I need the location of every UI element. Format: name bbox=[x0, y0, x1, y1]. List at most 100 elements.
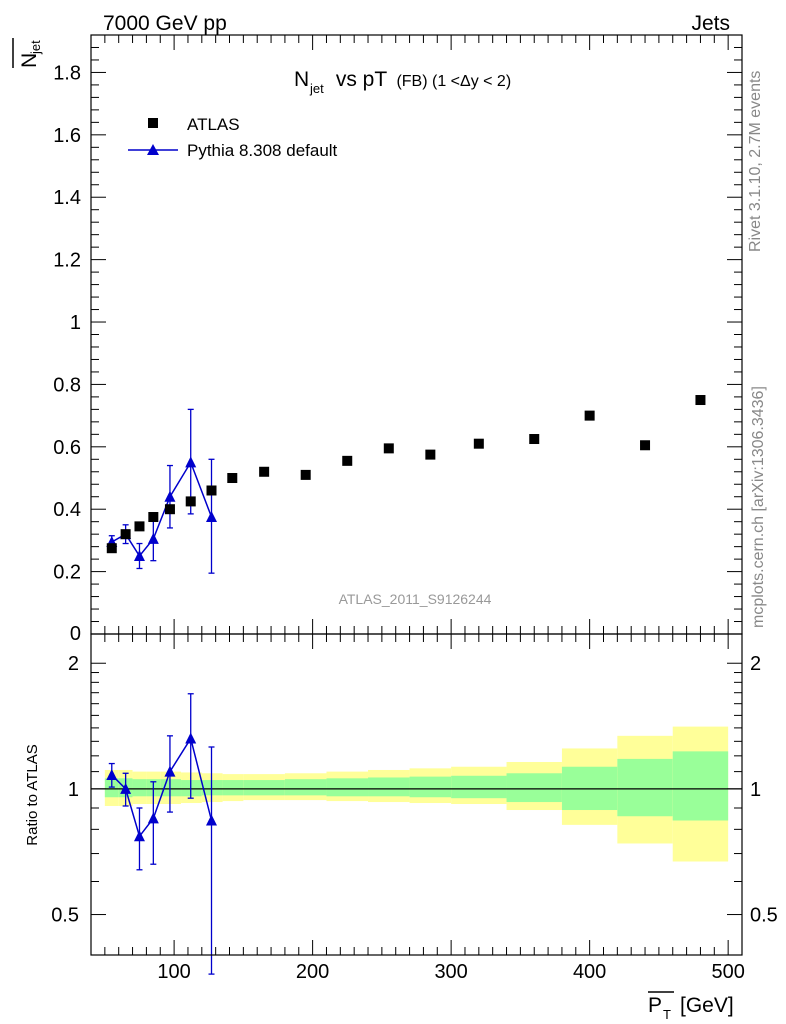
ratio-plot: 0.5 0.5 1 1 2 2 100 200 300 400 500 Ratio to ATLA… bbox=[24, 633, 778, 1022]
ratio-green-band-bin bbox=[451, 775, 507, 799]
main-y-tick-label: 1.4 bbox=[53, 187, 81, 209]
pythia-ratio-point bbox=[185, 732, 197, 744]
atlas-series bbox=[106, 395, 706, 554]
ratio-x-ticks: 100 200 300 400 500 bbox=[104, 634, 745, 983]
atlas-point bbox=[259, 466, 270, 477]
ratio-y-axis-label: Ratio to ATLAS bbox=[24, 744, 41, 845]
atlas-point bbox=[695, 395, 706, 406]
header-left-label: 7000 GeV pp bbox=[103, 12, 227, 35]
atlas-point bbox=[164, 504, 175, 515]
title-sub: jet bbox=[309, 81, 324, 96]
main-y-tick-label-zero: 0 bbox=[70, 623, 81, 645]
ratio-green-band-bin bbox=[617, 758, 673, 817]
header-right-label: Jets bbox=[691, 12, 730, 35]
atlas-point bbox=[300, 469, 311, 480]
ratio-green-band-bin bbox=[284, 779, 327, 796]
rivet-label: Rivet 3.1.10, 2.7M events bbox=[747, 71, 764, 252]
pythia-main-series bbox=[106, 408, 218, 574]
main-y-tick-label: 0.2 bbox=[53, 562, 81, 584]
ratio-uncertainty-bands bbox=[104, 726, 729, 862]
ratio-x-tick-label: 100 bbox=[157, 961, 190, 983]
ratio-y-tick-label-right: 2 bbox=[750, 653, 761, 675]
ratio-green-band-bin bbox=[326, 778, 369, 797]
main-y-tick-label: 0.6 bbox=[53, 437, 81, 459]
title-rest: vs pT bbox=[330, 68, 387, 91]
xlabel-sub: T bbox=[663, 1007, 671, 1022]
ratio-green-band-bin bbox=[181, 780, 202, 797]
pythia-ratio-point bbox=[147, 812, 159, 824]
atlas-point bbox=[148, 512, 159, 523]
ratio-green-band-bin bbox=[104, 778, 119, 798]
pythia-main-point bbox=[185, 456, 197, 468]
main-y-tick-label: 1.6 bbox=[53, 125, 81, 147]
atlas-point bbox=[383, 443, 394, 454]
legend-pythia-label: Pythia 8.308 default bbox=[187, 141, 338, 160]
ratio-green-band-bin bbox=[672, 751, 729, 821]
title-small: (FB) (1 <Δy < 2) bbox=[392, 73, 511, 90]
legend: ATLAS Pythia 8.308 default bbox=[128, 115, 338, 160]
ratio-y-tick-label: 1 bbox=[68, 779, 79, 801]
legend-atlas-label: ATLAS bbox=[187, 115, 240, 134]
ylabel-sub: jet bbox=[28, 40, 43, 55]
main-y-tick-label: 0.8 bbox=[53, 374, 81, 396]
main-plot: 0.2 0.4 0.6 0.8 1 1.2 1.4 1.6 1.8 0 N jet N jet v… bbox=[12, 34, 743, 645]
x-axis-label: P T [GeV] bbox=[648, 991, 734, 1022]
xlabel-unit: [GeV] bbox=[680, 994, 734, 1017]
atlas-point bbox=[425, 449, 436, 460]
atlas-point bbox=[227, 473, 238, 484]
legend-atlas-marker bbox=[148, 118, 158, 128]
ratio-x-tick-label: 400 bbox=[573, 961, 606, 983]
title-main: N bbox=[294, 68, 309, 91]
main-y-tick-label: 1.8 bbox=[53, 62, 81, 84]
ratio-green-band-bin bbox=[201, 780, 223, 796]
pythia-ratio-series bbox=[106, 693, 218, 975]
atlas-point bbox=[473, 438, 484, 449]
ratio-y-tick-label-right: 0.5 bbox=[750, 905, 778, 927]
main-y-ticks: 0.2 0.4 0.6 0.8 1 1.2 1.4 1.6 1.8 0 bbox=[53, 46, 742, 645]
ratio-y-ticks: 0.5 0.5 1 1 2 2 bbox=[51, 653, 778, 926]
pythia-main-point bbox=[164, 490, 176, 502]
legend-pythia-marker bbox=[147, 144, 159, 155]
ratio-green-band-bin bbox=[243, 780, 285, 796]
ratio-x-tick-label: 200 bbox=[296, 961, 329, 983]
ratio-y-tick-label-right: 1 bbox=[750, 779, 761, 801]
ratio-green-band-bin bbox=[409, 776, 452, 798]
pythia-ratio-point bbox=[106, 768, 118, 780]
main-y-tick-label: 0.4 bbox=[53, 499, 81, 521]
ratio-x-tick-label: 300 bbox=[434, 961, 467, 983]
ratio-plot-frame bbox=[90, 633, 743, 956]
chart-title: N jet vs pT (FB) (1 <Δy < 2) bbox=[294, 68, 511, 96]
atlas-point bbox=[134, 521, 145, 532]
main-y-tick-label: 1.2 bbox=[53, 250, 81, 272]
pythia-ratio-point bbox=[133, 830, 145, 842]
atlas-point bbox=[185, 496, 196, 507]
ratio-green-band-bin bbox=[160, 779, 182, 797]
pythia-ratio-point bbox=[206, 814, 218, 826]
ylabel-n: N bbox=[18, 53, 41, 68]
pythia-main-point bbox=[147, 532, 159, 544]
main-y-axis-label: N jet bbox=[12, 38, 43, 68]
ratio-x-tick-label: 500 bbox=[711, 961, 744, 983]
ratio-y-tick-label: 2 bbox=[68, 653, 79, 675]
mcplots-label: mcplots.cern.ch [arXiv:1306.3436] bbox=[750, 386, 767, 628]
ratio-green-band-bin bbox=[132, 779, 147, 797]
atlas-point bbox=[584, 410, 595, 421]
ratio-y-tick-label: 0.5 bbox=[51, 905, 79, 927]
pythia-ratio-point bbox=[164, 765, 176, 777]
ratio-green-band-bin bbox=[368, 777, 410, 797]
main-x-ticks bbox=[104, 35, 729, 634]
pythia-ratio-point bbox=[120, 782, 132, 794]
analysis-id-label: ATLAS_2011_S9126244 bbox=[339, 591, 492, 607]
main-y-tick-label: 1 bbox=[70, 312, 81, 334]
xlabel-p: P bbox=[648, 994, 662, 1017]
pythia-main-point bbox=[133, 550, 145, 562]
atlas-point bbox=[342, 455, 353, 466]
ratio-green-band-bin bbox=[222, 780, 244, 796]
atlas-point bbox=[106, 543, 117, 554]
atlas-point bbox=[120, 529, 131, 540]
atlas-point bbox=[640, 440, 651, 451]
pythia-main-line bbox=[111, 460, 213, 558]
atlas-point bbox=[529, 434, 540, 445]
atlas-point bbox=[206, 485, 217, 496]
